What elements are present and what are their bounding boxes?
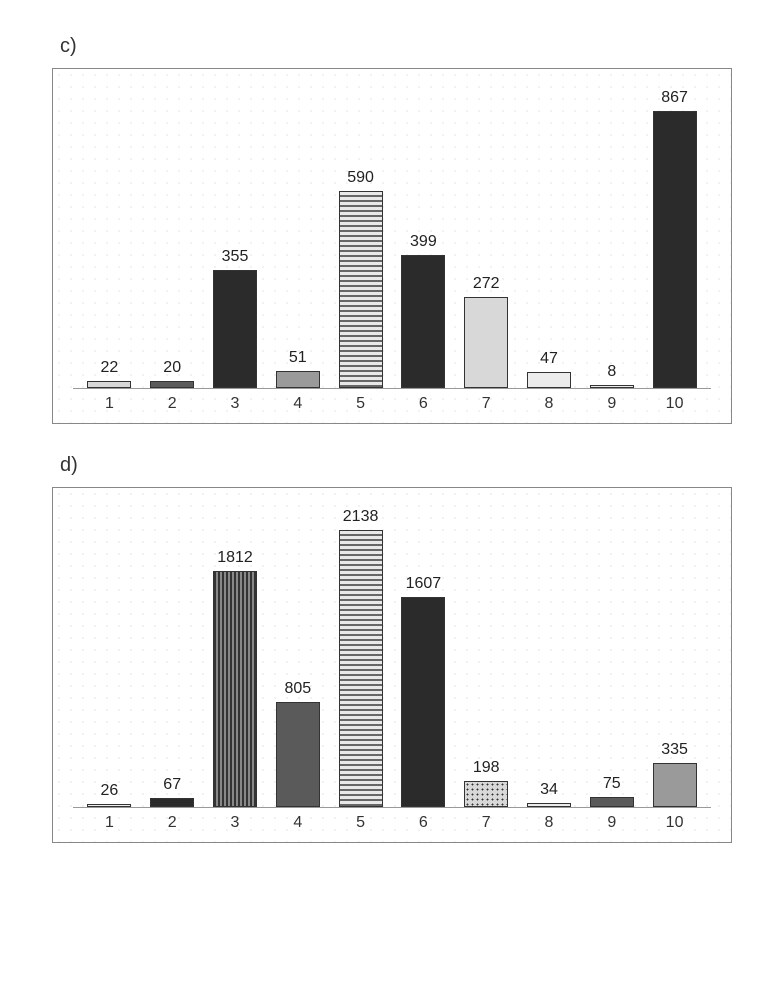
bar-value: 47 [540, 350, 558, 368]
bar [590, 385, 634, 388]
bar [213, 270, 257, 388]
bar-col: 272 [455, 89, 518, 388]
bar-value: 8 [607, 363, 616, 381]
bar [87, 804, 131, 807]
bar-value: 335 [661, 741, 688, 759]
bar-col: 67 [141, 508, 204, 807]
x-tick: 5 [329, 814, 392, 832]
bar [87, 381, 131, 388]
chart-c-plot: 22 20 355 51 590 399 272 47 8 867 [73, 89, 711, 389]
bar [464, 781, 508, 807]
x-tick: 9 [580, 395, 643, 413]
x-tick: 3 [204, 395, 267, 413]
bar [590, 797, 634, 807]
x-tick: 1 [78, 395, 141, 413]
bar-value: 1607 [406, 575, 442, 593]
bar-value: 51 [289, 349, 307, 367]
bar-value: 399 [410, 233, 437, 251]
bar [150, 381, 194, 388]
bar [150, 798, 194, 807]
x-tick: 4 [266, 395, 329, 413]
x-tick: 8 [518, 395, 581, 413]
bar [527, 803, 571, 807]
bar-col: 22 [78, 89, 141, 388]
bar-col: 34 [518, 508, 581, 807]
x-tick: 3 [204, 814, 267, 832]
bar-col: 75 [580, 508, 643, 807]
x-tick: 2 [141, 814, 204, 832]
bar-value: 20 [163, 359, 181, 377]
x-tick: 9 [580, 814, 643, 832]
bar [276, 371, 320, 388]
x-tick: 7 [455, 814, 518, 832]
bar-col: 198 [455, 508, 518, 807]
bar-col: 26 [78, 508, 141, 807]
bar [653, 763, 697, 807]
bar-col: 1607 [392, 508, 455, 807]
chart-c: 22 20 355 51 590 399 272 47 8 867 1 2 3 … [52, 68, 732, 424]
bar-col: 335 [643, 508, 706, 807]
bar-value: 272 [473, 275, 500, 293]
x-tick: 4 [266, 814, 329, 832]
x-tick: 10 [643, 395, 706, 413]
bar-col: 2138 [329, 508, 392, 807]
bar-value: 805 [284, 680, 311, 698]
bar [401, 597, 445, 807]
bar-value: 355 [222, 248, 249, 266]
bar-col: 1812 [204, 508, 267, 807]
bar-value: 26 [101, 782, 119, 800]
bar-value: 67 [163, 776, 181, 794]
chart-c-xaxis: 1 2 3 4 5 6 7 8 9 10 [73, 389, 711, 413]
bar-value: 1812 [217, 549, 253, 567]
bar [213, 571, 257, 807]
bar [276, 702, 320, 807]
x-tick: 5 [329, 395, 392, 413]
panel-label-d: d) [60, 454, 744, 477]
x-tick: 1 [78, 814, 141, 832]
x-tick: 6 [392, 395, 455, 413]
bar-col: 590 [329, 89, 392, 388]
bar-value: 867 [661, 89, 688, 107]
bar-value: 198 [473, 759, 500, 777]
bar [339, 191, 383, 388]
x-tick: 10 [643, 814, 706, 832]
chart-d-xaxis: 1 2 3 4 5 6 7 8 9 10 [73, 808, 711, 832]
bar-col: 47 [518, 89, 581, 388]
bar [401, 255, 445, 388]
page: c) 22 20 355 51 590 399 272 47 8 867 1 2… [0, 0, 784, 1000]
bar-col: 805 [266, 508, 329, 807]
bar-col: 8 [580, 89, 643, 388]
bar [653, 111, 697, 388]
panel-label-c: c) [60, 35, 744, 58]
x-tick: 2 [141, 395, 204, 413]
bar [464, 297, 508, 388]
chart-d-plot: 26 67 1812 805 2138 1607 198 34 75 335 [73, 508, 711, 808]
bar-value: 75 [603, 775, 621, 793]
bar [527, 372, 571, 388]
chart-d: 26 67 1812 805 2138 1607 198 34 75 335 1… [52, 487, 732, 843]
bar-col: 355 [204, 89, 267, 388]
bar [339, 530, 383, 807]
bar-value: 590 [347, 169, 374, 187]
bar-col: 399 [392, 89, 455, 388]
bar-col: 20 [141, 89, 204, 388]
x-tick: 7 [455, 395, 518, 413]
x-tick: 6 [392, 814, 455, 832]
bar-value: 2138 [343, 508, 379, 526]
bar-col: 867 [643, 89, 706, 388]
bar-value: 34 [540, 781, 558, 799]
bar-col: 51 [266, 89, 329, 388]
x-tick: 8 [518, 814, 581, 832]
bar-value: 22 [101, 359, 119, 377]
